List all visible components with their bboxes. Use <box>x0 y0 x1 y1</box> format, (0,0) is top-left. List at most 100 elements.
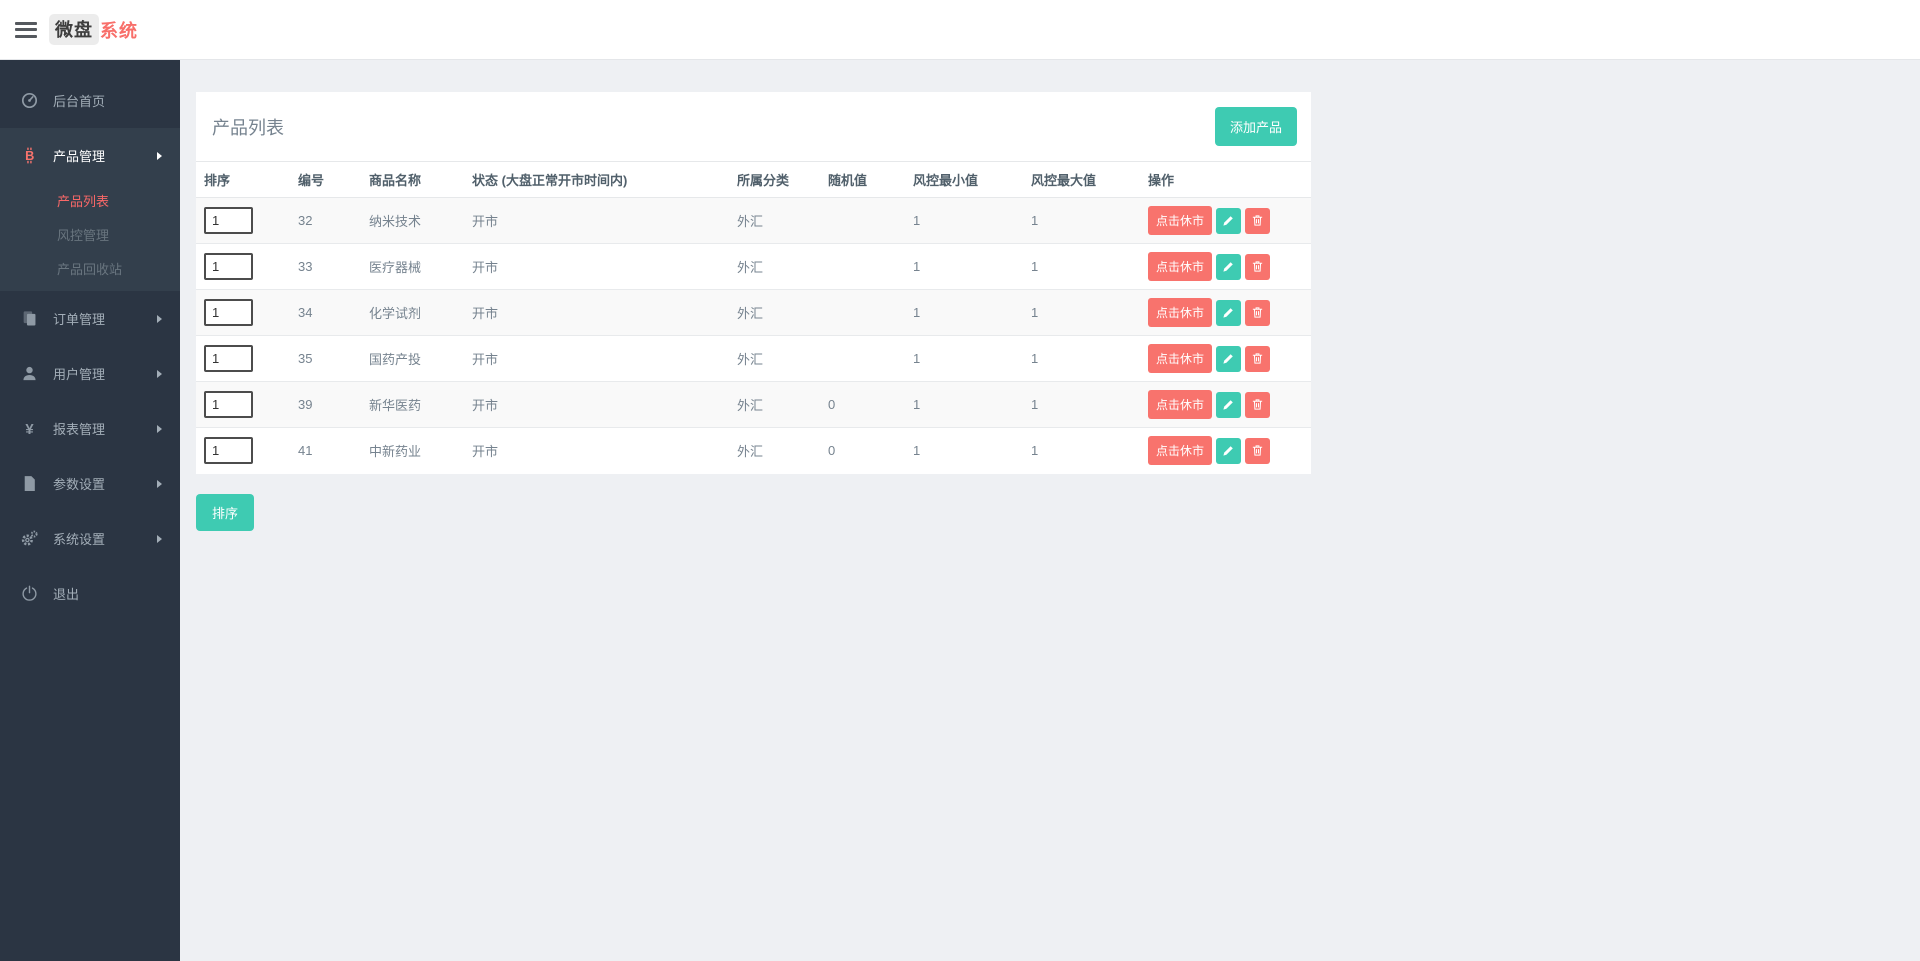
sidebar-item-label: 用户管理 <box>53 367 106 382</box>
table-row: 33 医疗器械 开市 外汇 1 1 点击休市 <box>196 243 1311 290</box>
col-header-sort: 排序 <box>196 161 290 198</box>
sidebar-item-label: 参数设置 <box>53 477 106 492</box>
sidebar-subitem-product-recycle-bin[interactable]: 产品回收站 <box>0 251 180 285</box>
sidebar-subitem-risk-management[interactable]: 风控管理 <box>0 217 180 251</box>
delete-button[interactable] <box>1245 437 1271 464</box>
sidebar-item-parameter-settings[interactable]: 参数设置 <box>0 456 180 511</box>
cell-risk-max: 1 <box>1031 305 1039 320</box>
cell-id: 32 <box>298 213 313 228</box>
cell-random: 0 <box>828 443 836 459</box>
pencil-icon <box>1223 216 1233 226</box>
sidebar-item-label: 后台首页 <box>53 94 106 109</box>
edit-button[interactable] <box>1216 207 1242 234</box>
add-product-button[interactable]: 添加产品 <box>1214 107 1297 146</box>
sidebar-subitem-label: 产品回收站 <box>57 261 123 277</box>
sidebar-subitem-product-list[interactable]: 产品列表 <box>0 183 180 217</box>
dashboard-icon <box>21 92 38 109</box>
menu-toggle-icon[interactable] <box>15 21 37 38</box>
col-header-id: 编号 <box>290 161 361 198</box>
sidebar: 后台首页 B 产品管理 产品列表 风控管理 产品回收站 <box>0 60 180 961</box>
cell-random <box>820 198 905 244</box>
trash-icon <box>1252 261 1263 272</box>
edit-button[interactable] <box>1216 391 1242 418</box>
cell-risk-min: 1 <box>913 305 921 320</box>
cell-category: 外汇 <box>737 352 764 367</box>
chevron-right-icon <box>157 424 162 433</box>
cell-risk-max: 1 <box>1031 443 1039 459</box>
cell-id: 33 <box>298 259 313 274</box>
sidebar-item-report-management[interactable]: ¥ 报表管理 <box>0 401 180 456</box>
delete-button[interactable] <box>1245 391 1271 418</box>
top-header: 微盘 系统 <box>0 0 1920 60</box>
edit-button[interactable] <box>1216 253 1242 280</box>
sidebar-item-label: 系统设置 <box>53 532 106 547</box>
cell-name: 纳米技术 <box>369 214 422 229</box>
cell-risk-min: 1 <box>913 443 921 459</box>
cell-status: 开市 <box>472 214 499 229</box>
sidebar-item-product-management[interactable]: B 产品管理 <box>0 128 180 183</box>
sidebar-item-label: 报表管理 <box>53 422 106 437</box>
cell-category: 外汇 <box>737 306 764 321</box>
delete-button[interactable] <box>1245 253 1271 280</box>
cell-name: 化学试剂 <box>369 306 422 321</box>
sidebar-item-label: 产品管理 <box>53 149 106 164</box>
product-table: 排序 编号 商品名称 状态 (大盘正常开市时间内) 所属分类 随机值 风控最小值… <box>196 161 1311 474</box>
product-list-panel: 产品列表 添加产品 排序 编号 商品名称 状态 (大盘正常开市时间内) 所属分类… <box>196 92 1311 474</box>
logo-accent: 系统 <box>100 20 138 41</box>
cell-name: 中新药业 <box>369 444 422 460</box>
sort-order-input[interactable] <box>204 391 253 418</box>
sort-button[interactable]: 排序 <box>196 493 255 531</box>
cell-random <box>820 244 905 290</box>
cell-category: 外汇 <box>737 214 764 229</box>
edit-button[interactable] <box>1216 299 1242 326</box>
cell-risk-max: 1 <box>1031 351 1039 366</box>
sort-order-input[interactable] <box>204 207 253 234</box>
cell-name: 国药产投 <box>369 352 422 367</box>
trash-icon <box>1252 399 1263 410</box>
chevron-right-icon <box>157 479 162 488</box>
sidebar-item-order-management[interactable]: 订单管理 <box>0 291 180 346</box>
close-market-button[interactable]: 点击休市 <box>1148 344 1213 373</box>
sidebar-item-user-management[interactable]: 用户管理 <box>0 346 180 401</box>
trash-icon <box>1252 445 1263 456</box>
cell-status: 开市 <box>472 306 499 321</box>
sidebar-item-logout[interactable]: 退出 <box>0 566 180 621</box>
close-market-button[interactable]: 点击休市 <box>1148 436 1213 466</box>
power-icon <box>21 585 38 602</box>
cell-id: 35 <box>298 351 313 366</box>
close-market-button[interactable]: 点击休市 <box>1148 252 1213 281</box>
table-row: 39 新华医药 开市 外汇 0 1 1 点击休市 <box>196 381 1311 428</box>
svg-text:¥: ¥ <box>25 422 34 437</box>
edit-button[interactable] <box>1216 437 1242 464</box>
sort-order-input[interactable] <box>204 253 253 280</box>
delete-button[interactable] <box>1245 299 1271 326</box>
edit-button[interactable] <box>1216 345 1242 372</box>
cell-category: 外汇 <box>737 260 764 275</box>
cell-name: 新华医药 <box>369 398 422 413</box>
sort-order-input[interactable] <box>204 437 253 465</box>
cell-category: 外汇 <box>737 444 764 460</box>
chevron-right-icon <box>157 534 162 543</box>
close-market-button[interactable]: 点击休市 <box>1148 206 1213 235</box>
content-area: 产品列表 添加产品 排序 编号 商品名称 状态 (大盘正常开市时间内) 所属分类… <box>180 60 1920 961</box>
table-row: 35 国药产投 开市 外汇 1 1 点击休市 <box>196 335 1311 382</box>
col-header-random: 随机值 <box>820 161 905 198</box>
cell-risk-max: 1 <box>1031 397 1039 412</box>
sidebar-group-products: B 产品管理 产品列表 风控管理 产品回收站 <box>0 128 180 291</box>
close-market-button[interactable]: 点击休市 <box>1148 390 1213 419</box>
close-market-button[interactable]: 点击休市 <box>1148 298 1213 327</box>
sidebar-subitem-label: 风控管理 <box>57 227 110 243</box>
cell-status: 开市 <box>472 444 499 460</box>
trash-icon <box>1252 353 1263 364</box>
delete-button[interactable] <box>1245 207 1271 234</box>
col-header-risk-min: 风控最小值 <box>905 161 1023 198</box>
delete-button[interactable] <box>1245 345 1271 372</box>
sidebar-item-dashboard[interactable]: 后台首页 <box>0 73 180 128</box>
sort-order-input[interactable] <box>204 345 253 372</box>
pencil-icon <box>1223 262 1233 272</box>
cell-random: 0 <box>828 397 836 412</box>
sidebar-item-system-settings[interactable]: 系统设置 <box>0 511 180 566</box>
trash-icon <box>1252 215 1263 226</box>
sort-order-input[interactable] <box>204 299 253 326</box>
app-logo[interactable]: 微盘 系统 <box>49 14 138 45</box>
